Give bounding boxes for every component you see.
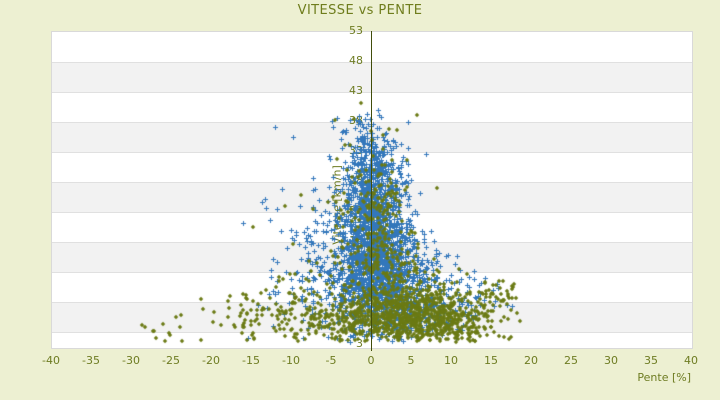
x-tick-label: -10 [282,354,300,367]
x-tick-label: 15 [484,354,498,367]
x-tick-label: 30 [604,354,618,367]
x-axis-title: Pente [%] [637,371,691,384]
x-tick-label: 10 [444,354,458,367]
x-tick-label: -25 [162,354,180,367]
x-tick-label: -30 [122,354,140,367]
x-tick-label: 20 [524,354,538,367]
x-tick-label: 0 [367,354,375,367]
x-tick-label: 25 [564,354,578,367]
x-tick-label: -15 [242,354,260,367]
x-tick-label: 40 [684,354,698,367]
x-tick-label: 35 [644,354,658,367]
x-tick-label: 5 [407,354,415,367]
chart-title: VITESSE vs PENTE [297,3,423,18]
x-tick-label: -5 [325,354,337,367]
x-tick-label: -35 [82,354,100,367]
x-tick-label: -40 [42,354,60,367]
zero-axis-line [371,31,372,351]
x-tick-label: -20 [202,354,220,367]
